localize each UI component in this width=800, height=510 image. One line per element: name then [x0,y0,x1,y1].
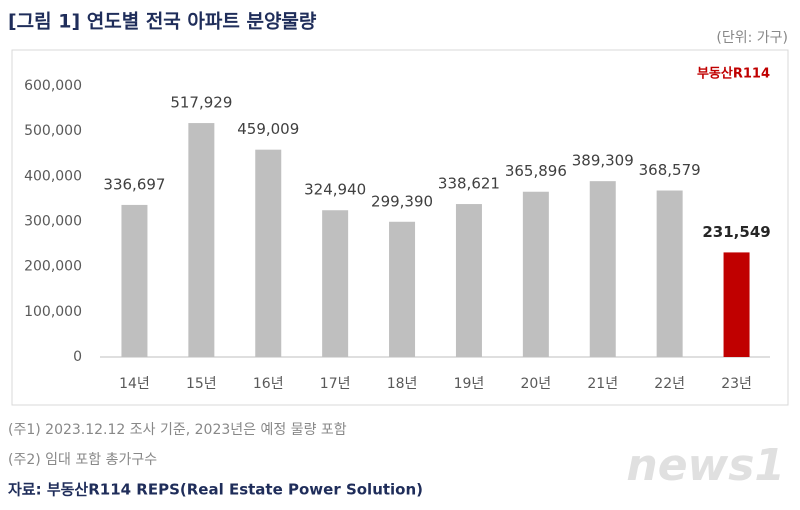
value-label: 459,009 [237,120,299,138]
x-tick-label: 21년 [587,376,618,392]
y-tick-label: 500,000 [24,123,82,139]
value-label: 368,579 [639,161,701,179]
chart-title: [그림 1] 연도별 전국 아파트 분양물량 [8,11,317,33]
value-label: 231,549 [702,223,770,241]
value-label: 338,621 [438,175,500,193]
x-tick-label: 16년 [253,376,284,392]
logo: 부동산R114 [697,66,770,82]
x-tick-label: 18년 [387,376,418,392]
y-tick-label: 300,000 [24,214,82,230]
y-tick-label: 600,000 [24,78,82,94]
bar [455,204,482,357]
value-label: 336,697 [103,175,165,193]
y-tick-label: 400,000 [24,168,82,184]
bar [121,204,148,357]
bar [389,221,416,357]
x-tick-label: 23년 [721,376,752,392]
watermark: news1 [626,440,785,491]
bar [723,252,750,357]
unit-note: (단위: 가구) [716,30,788,46]
value-label: 299,390 [371,192,433,210]
x-tick-label: 22년 [654,376,685,392]
y-tick-label: 200,000 [24,259,82,275]
source: 자료: 부동산R114 REPS(Real Estate Power Solut… [8,481,423,499]
y-tick-label: 0 [73,349,82,365]
x-tick-label: 14년 [119,376,150,392]
bar [656,190,683,357]
x-tick-label: 19년 [454,376,485,392]
value-label: 389,309 [572,152,634,170]
x-tick-label: 20년 [520,376,551,392]
value-label: 517,929 [170,94,232,112]
x-tick-label: 15년 [186,376,217,392]
value-label: 365,896 [505,162,567,180]
note: (주2) 임대 포함 총가구수 [8,452,157,468]
bar [188,123,215,358]
y-tick-label: 100,000 [24,304,82,320]
note: (주1) 2023.12.12 조사 기준, 2023년은 예정 물량 포함 [8,422,347,438]
value-label: 324,940 [304,181,366,199]
bar [322,210,349,357]
chart-frame [11,49,789,406]
bar [255,149,282,357]
bar [589,181,616,357]
x-tick-label: 17년 [320,376,351,392]
bar [522,191,549,357]
